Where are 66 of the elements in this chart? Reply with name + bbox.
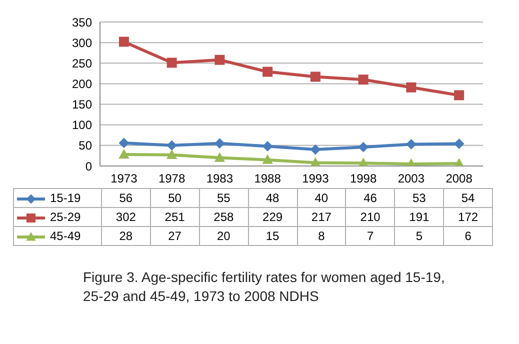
- point: [214, 138, 225, 148]
- data-label: 210: [346, 208, 395, 226]
- data-label: 53: [394, 188, 444, 208]
- y-tick-label: 100: [72, 118, 92, 132]
- point: [358, 74, 368, 85]
- x-tick-label: 1978: [158, 172, 186, 186]
- data-label: 7: [346, 226, 395, 246]
- point: [214, 152, 225, 162]
- y-tick-label: 150: [72, 98, 92, 112]
- data-label: 251: [150, 208, 200, 226]
- point: [118, 36, 129, 47]
- data-label: 258: [199, 208, 248, 226]
- data-label: 28: [102, 226, 150, 246]
- point: [118, 138, 129, 148]
- x-tick-label: 1973: [110, 172, 138, 186]
- data-label: 50: [150, 188, 200, 208]
- data-label: 15: [248, 226, 297, 246]
- point: [310, 144, 320, 155]
- point: [358, 158, 368, 166]
- y-tick-label: 300: [72, 36, 92, 50]
- data-label: 27: [150, 226, 200, 246]
- legend-label: 15-19: [50, 191, 81, 205]
- point: [454, 138, 464, 149]
- point: [310, 72, 320, 82]
- point: [262, 66, 273, 77]
- data-label: 5: [394, 226, 444, 246]
- data-label: 172: [444, 208, 492, 226]
- legend-label: 45-49: [50, 229, 81, 243]
- data-label: 217: [297, 208, 346, 226]
- data-label: 20: [199, 226, 248, 246]
- point: [454, 90, 464, 100]
- y-tick-label: 250: [72, 56, 92, 70]
- data-label: 48: [248, 188, 297, 208]
- x-tick-label: 1993: [302, 172, 330, 186]
- data-label: 302: [102, 208, 150, 226]
- y-tick-label: 350: [72, 15, 92, 30]
- point: [166, 150, 177, 159]
- y-tick-label: 0: [85, 159, 92, 174]
- point: [214, 54, 225, 65]
- x-tick-label: 1983: [206, 172, 234, 186]
- data-label: 55: [199, 188, 248, 208]
- data-label: 6: [444, 226, 492, 246]
- x-tick-label: 2003: [398, 172, 425, 186]
- x-tick-label: 1988: [254, 172, 282, 186]
- point: [310, 158, 320, 166]
- legend-label: 25-29: [50, 210, 81, 224]
- data-label: 56: [102, 188, 150, 208]
- data-label: 54: [444, 188, 492, 208]
- point: [262, 141, 273, 152]
- point: [262, 154, 273, 164]
- data-label: 8: [297, 226, 346, 246]
- x-tick-label: 1998: [350, 172, 377, 186]
- point: [166, 58, 177, 68]
- x-tick-label: 2008: [446, 172, 473, 186]
- data-label: 46: [346, 188, 395, 208]
- y-tick-label: 200: [72, 76, 92, 91]
- point: [118, 149, 129, 159]
- data-label: 40: [297, 188, 346, 208]
- data-label: 229: [248, 208, 297, 226]
- point: [406, 82, 416, 92]
- data-label: 191: [394, 208, 444, 226]
- y-tick-label: 50: [78, 138, 92, 153]
- point: [166, 140, 177, 150]
- point: [358, 142, 368, 152]
- point: [406, 139, 416, 150]
- caption: Figure 3. Age-specific fertility rates for women aged 15-19, 25-29 and 45-49, 1973 to 2008 NDHS: [83, 268, 446, 306]
